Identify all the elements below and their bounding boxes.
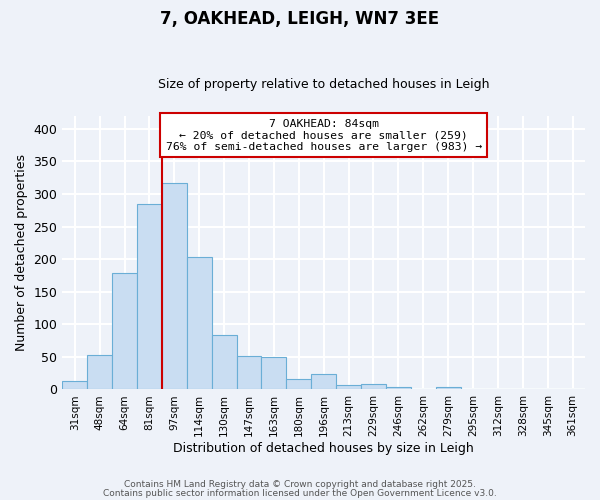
Bar [262,357,286,390]
Bar [187,256,212,390]
Text: Contains public sector information licensed under the Open Government Licence v3: Contains public sector information licen… [103,488,497,498]
Bar [336,385,361,390]
Bar [286,379,311,390]
Bar [62,381,87,390]
Bar [436,387,461,390]
Y-axis label: Number of detached properties: Number of detached properties [15,154,28,351]
Bar [311,374,336,390]
Bar [87,355,112,390]
Bar [162,183,187,390]
Bar [236,356,262,390]
Bar [361,384,386,390]
Bar [212,336,236,390]
Title: Size of property relative to detached houses in Leigh: Size of property relative to detached ho… [158,78,490,91]
Bar [560,389,585,390]
Bar [386,387,411,390]
Text: 7 OAKHEAD: 84sqm
← 20% of detached houses are smaller (259)
76% of semi-detached: 7 OAKHEAD: 84sqm ← 20% of detached house… [166,118,482,152]
Text: Contains HM Land Registry data © Crown copyright and database right 2025.: Contains HM Land Registry data © Crown c… [124,480,476,489]
Bar [112,274,137,390]
Text: 7, OAKHEAD, LEIGH, WN7 3EE: 7, OAKHEAD, LEIGH, WN7 3EE [160,10,440,28]
X-axis label: Distribution of detached houses by size in Leigh: Distribution of detached houses by size … [173,442,474,455]
Bar [137,204,162,390]
